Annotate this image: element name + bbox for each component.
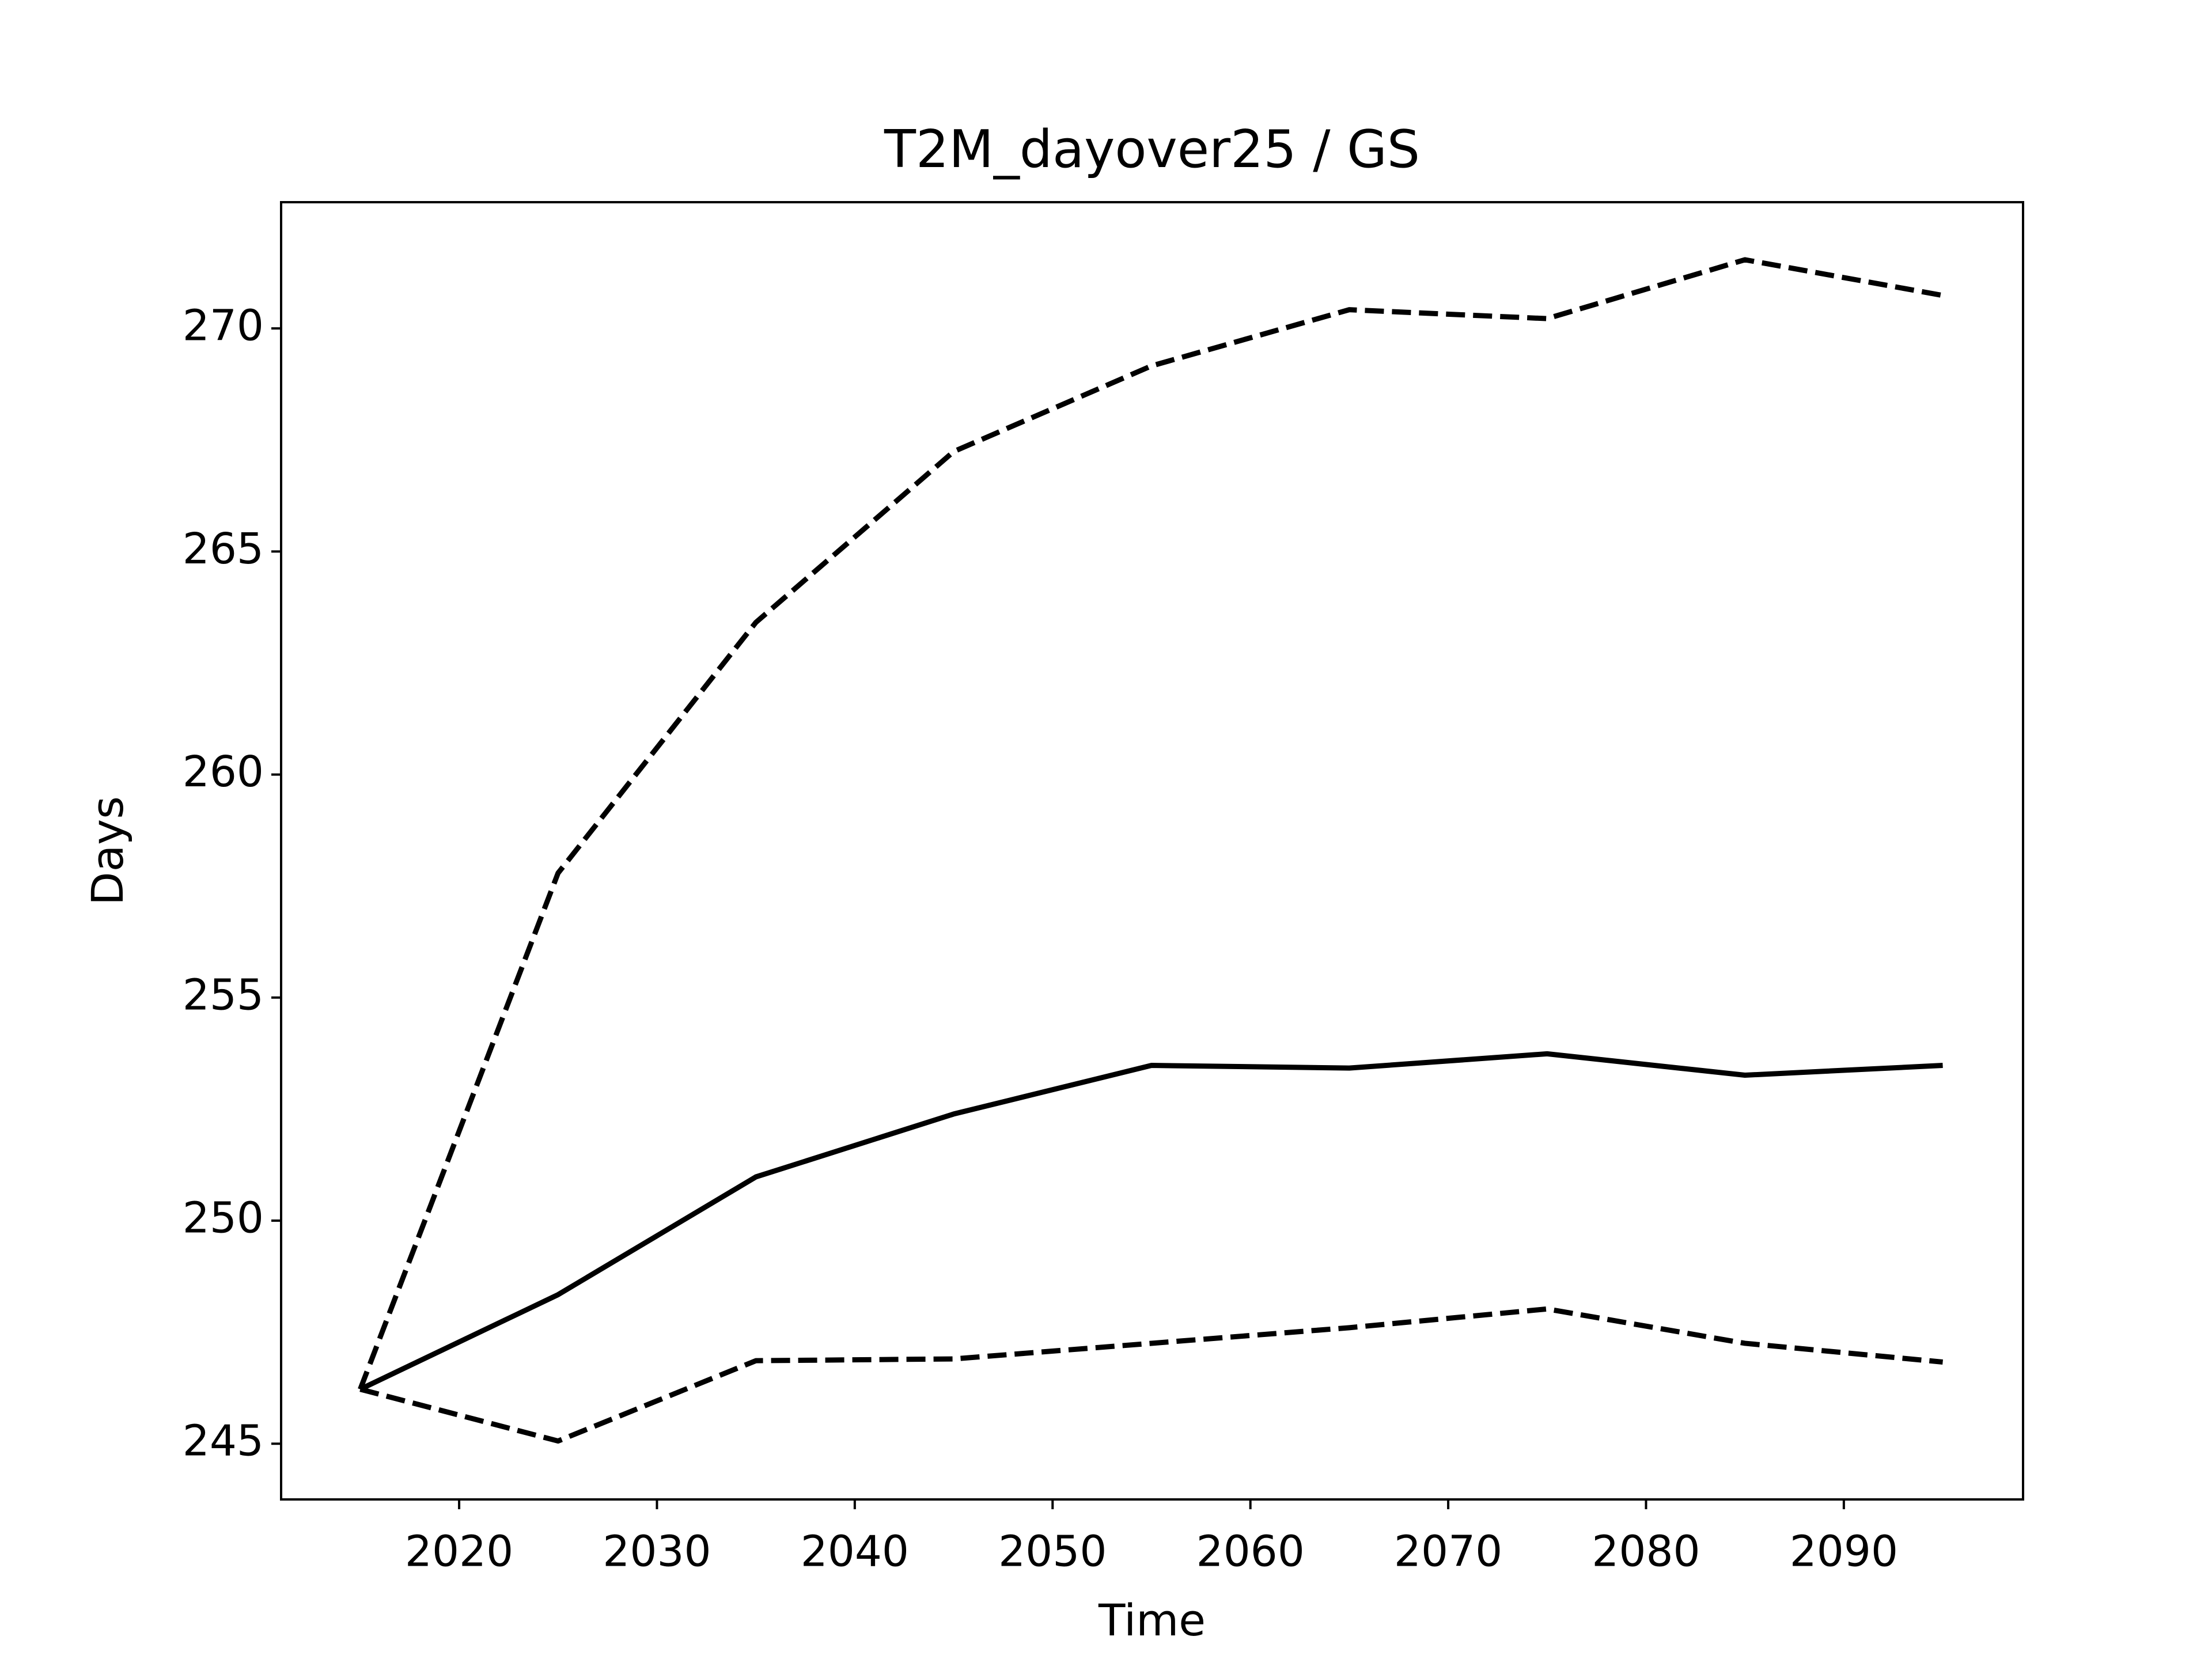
y-tick-label: 265 [183,524,264,574]
x-tick-label: 2040 [801,1527,909,1577]
x-tick-label: 2050 [998,1527,1107,1577]
series-line [358,257,1944,1391]
x-axis-label: Time [1098,1594,1206,1646]
y-tick-label: 260 [183,747,264,797]
x-tick-label: 2080 [1592,1527,1700,1577]
x-tick-label: 2030 [603,1527,711,1577]
y-tick-label: 250 [183,1193,264,1243]
x-tick-label: 2070 [1394,1527,1502,1577]
x-tick-label: 2060 [1196,1527,1305,1577]
plot-frame [280,201,2024,1501]
x-tick-label: 2020 [405,1527,513,1577]
series-line [359,1051,1943,1392]
y-tick-label: 270 [183,301,264,351]
y-tick-label: 255 [183,970,264,1020]
series-line [359,1306,1944,1444]
y-axis-label: Days [82,796,133,906]
y-tick-label: 245 [183,1416,264,1466]
x-tick-label: 2090 [1790,1527,1898,1577]
chart-title: T2M_dayover25 / GS [884,119,1420,180]
